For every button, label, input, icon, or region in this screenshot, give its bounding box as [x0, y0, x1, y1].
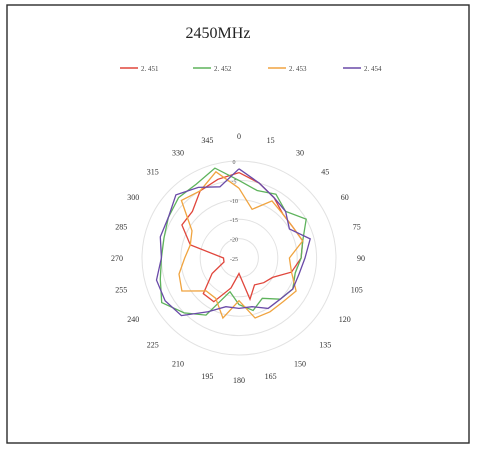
angle-tick-label: 90 [357, 254, 365, 263]
angle-tick-label: 240 [127, 315, 139, 324]
angle-tick-label: 45 [321, 168, 329, 177]
legend-label: 2. 452 [214, 65, 232, 73]
angle-tick-label: 300 [127, 193, 139, 202]
radial-tick-label: -10 [230, 199, 238, 205]
angle-tick-label: 30 [296, 148, 304, 157]
radial-tick-label: -15 [230, 218, 238, 224]
angle-tick-label: 285 [115, 222, 127, 231]
chart-title: 2450MHz [186, 25, 251, 42]
angle-tick-label: 195 [201, 372, 213, 381]
angle-tick-label: 15 [267, 136, 275, 145]
angle-tick-label: 105 [351, 286, 363, 295]
radial-tick-label: -25 [230, 257, 238, 263]
tick-labels: 0 -5 -10 -15 -20 -25 0 15 30 45 60 75 90 105 120 135 150… [111, 132, 365, 385]
radial-tick-label: -5 [232, 179, 237, 185]
grid-ring [141, 160, 337, 356]
angle-tick-label: 150 [294, 360, 306, 369]
series-group [155, 167, 311, 320]
angle-tick-label: 120 [339, 315, 351, 324]
grid-ring [219, 238, 259, 278]
angle-tick-label: 180 [233, 376, 245, 385]
legend: 2. 451 2. 452 2. 453 2. 454 [120, 65, 382, 73]
radial-tick-label: 0 [233, 160, 236, 166]
angle-tick-label: 225 [147, 340, 159, 349]
grid-ring [199, 218, 279, 298]
series-line-3 [178, 170, 304, 320]
grid-ring [180, 199, 298, 317]
legend-label: 2. 453 [289, 65, 307, 73]
radial-tick-label: -20 [230, 238, 238, 244]
legend-label: 2. 454 [364, 65, 382, 73]
angle-tick-label: 330 [172, 148, 184, 157]
plot-border [6, 4, 470, 444]
angle-tick-label: 165 [265, 372, 277, 381]
angle-tick-label: 135 [319, 340, 331, 349]
legend-label: 2. 451 [141, 65, 159, 73]
angle-tick-label: 255 [115, 286, 127, 295]
angle-tick-label: 270 [111, 254, 123, 263]
series-line-4 [155, 168, 311, 317]
angle-tick-label: 210 [172, 360, 184, 369]
angle-tick-label: 60 [341, 193, 349, 202]
angle-tick-label: 75 [353, 222, 361, 231]
angle-tick-label: 345 [201, 136, 213, 145]
angle-tick-label: 0 [237, 132, 241, 141]
angle-tick-label: 315 [147, 168, 159, 177]
